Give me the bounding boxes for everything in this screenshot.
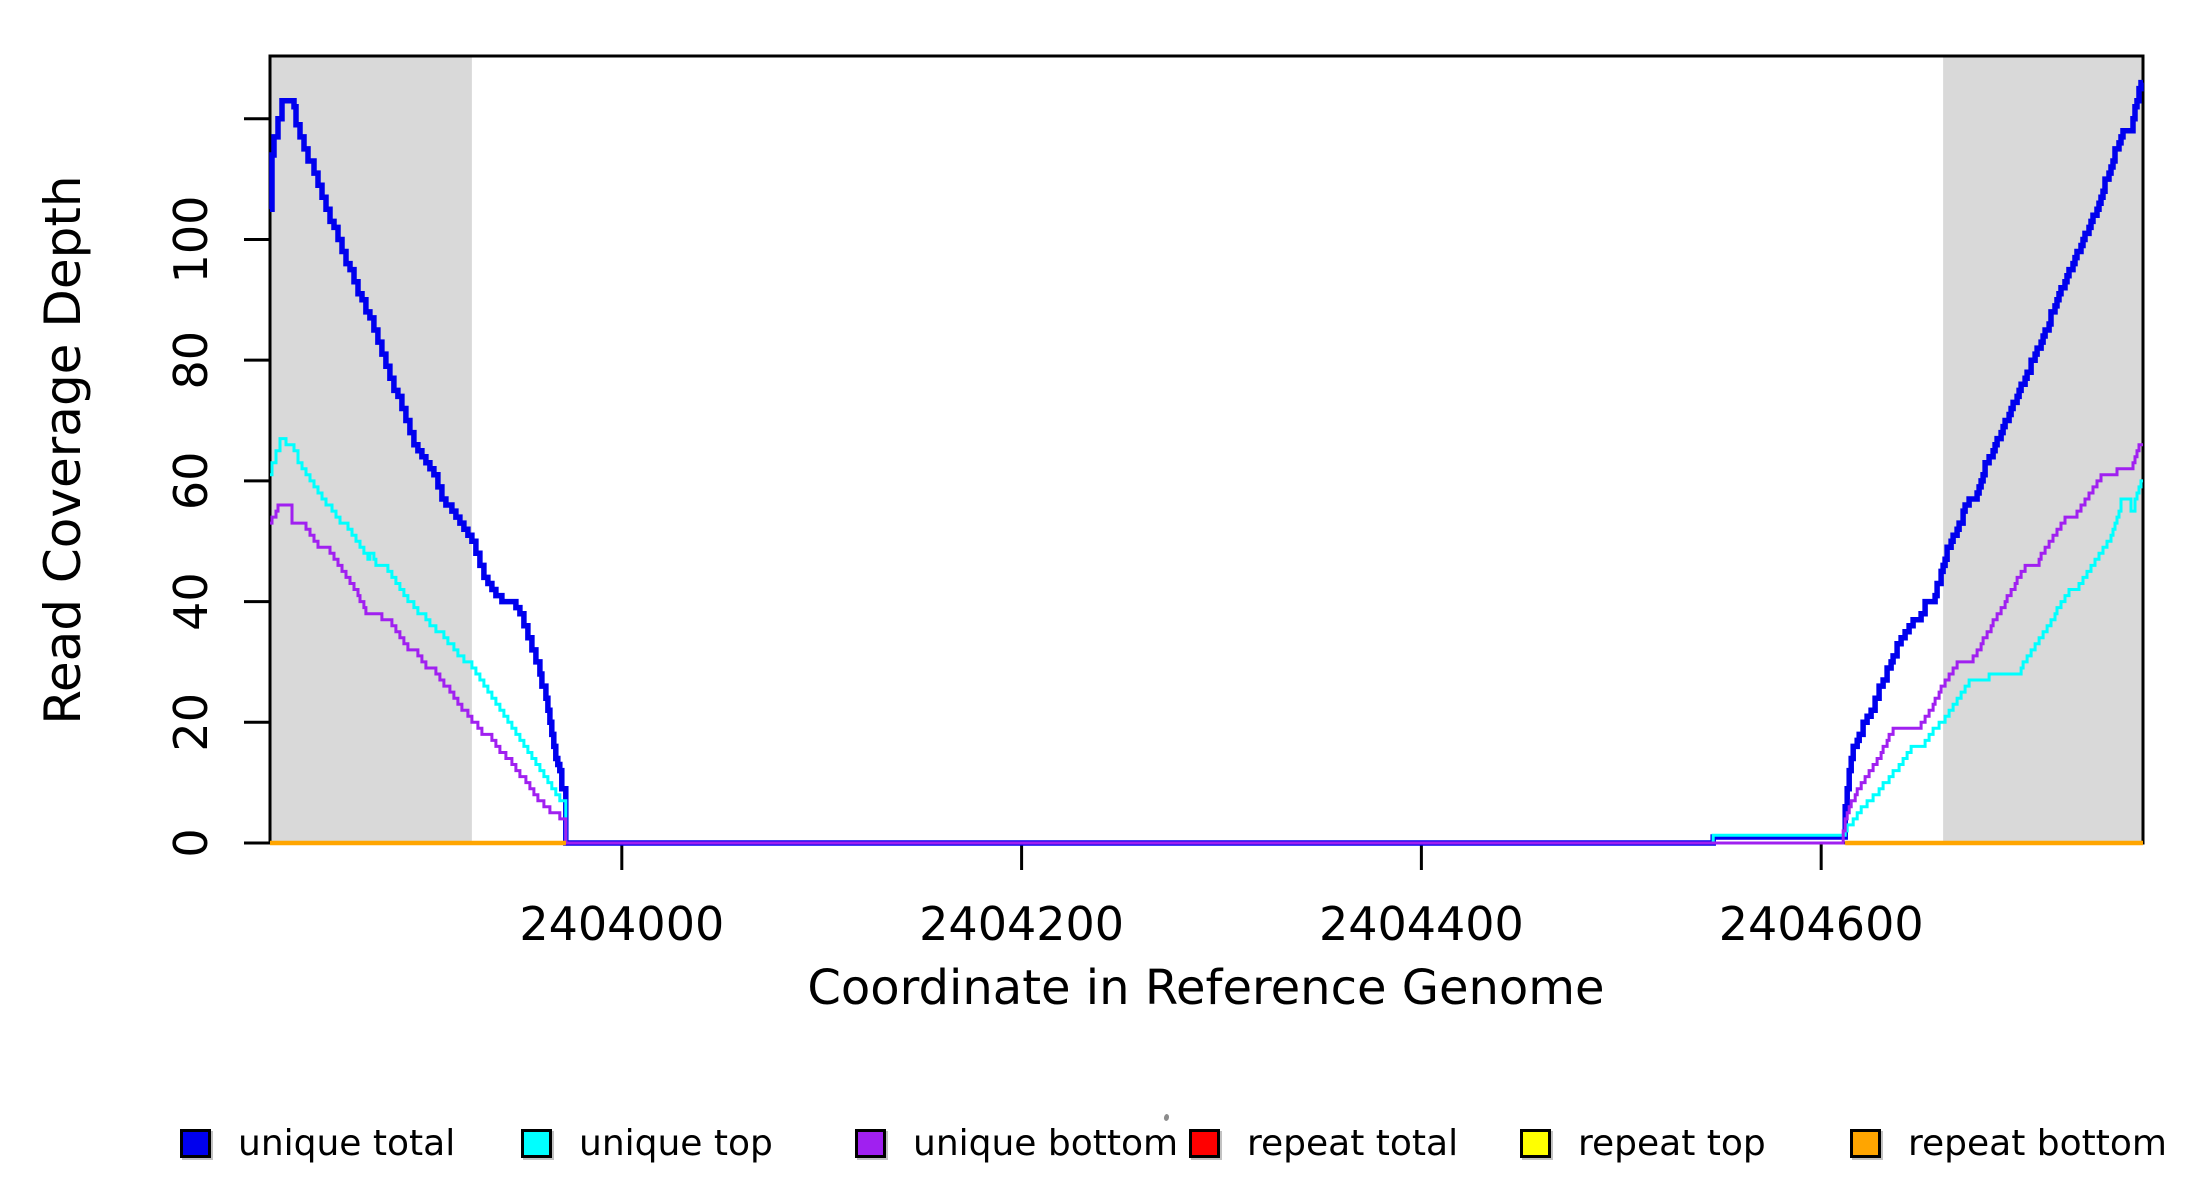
tick-labels: 2404000 2404200 2404400 2404600 0 20 40 60 80 100 xyxy=(164,196,1924,951)
series-unique-total xyxy=(269,79,2144,846)
legend: unique total unique top unique bottom repea… xyxy=(0,1120,2200,1200)
y-tick-label: 40 xyxy=(164,572,218,631)
legend-label: unique total xyxy=(238,1122,456,1164)
series-unique-bottom xyxy=(270,443,2143,845)
legend-swatch-unique-total xyxy=(180,1128,211,1158)
legend-label: repeat total xyxy=(1247,1122,1459,1164)
x-tick-label: 2404400 xyxy=(1319,897,1524,951)
legend-swatch-unique-top xyxy=(521,1128,552,1158)
x-tick-label: 2404000 xyxy=(519,897,724,951)
legend-item-repeat-bottom: repeat bottom xyxy=(1850,1120,2167,1166)
legend-swatch-repeat-bottom xyxy=(1850,1128,1881,1158)
legend-item-repeat-total: repeat total xyxy=(1189,1120,1458,1166)
y-tick-label: 80 xyxy=(164,331,218,390)
legend-item-unique-total: unique total xyxy=(180,1120,455,1166)
y-tick-label: 60 xyxy=(164,452,218,511)
y-tick-label: 20 xyxy=(164,693,218,752)
y-tick-label: 100 xyxy=(164,196,218,284)
x-tick-label: 2404600 xyxy=(1719,897,1924,951)
y-tick-label: 0 xyxy=(164,828,218,857)
legend-item-repeat-top: repeat top xyxy=(1520,1120,1766,1166)
legend-label: repeat bottom xyxy=(1908,1122,2167,1164)
shaded-regions xyxy=(270,56,2143,843)
legend-item-unique-top: unique top xyxy=(521,1120,773,1166)
x-axis-title: Coordinate in Reference Genome xyxy=(807,960,1604,1016)
legend-swatch-unique-bottom xyxy=(855,1128,886,1158)
repeat-region-band xyxy=(1943,56,2143,843)
legend-item-unique-bottom: unique bottom xyxy=(855,1120,1178,1166)
x-tick-label: 2404200 xyxy=(919,897,1124,951)
legend-swatch-repeat-top xyxy=(1520,1128,1551,1158)
legend-label: unique top xyxy=(579,1122,773,1164)
repeat-region-band xyxy=(270,56,472,843)
series-unique-top xyxy=(270,437,2143,845)
data-series xyxy=(269,79,2144,846)
legend-swatch-repeat-total xyxy=(1189,1128,1220,1158)
legend-label: repeat top xyxy=(1578,1122,1766,1164)
y-axis-title: Read Coverage Depth xyxy=(34,175,92,724)
legend-label: unique bottom xyxy=(913,1122,1179,1164)
